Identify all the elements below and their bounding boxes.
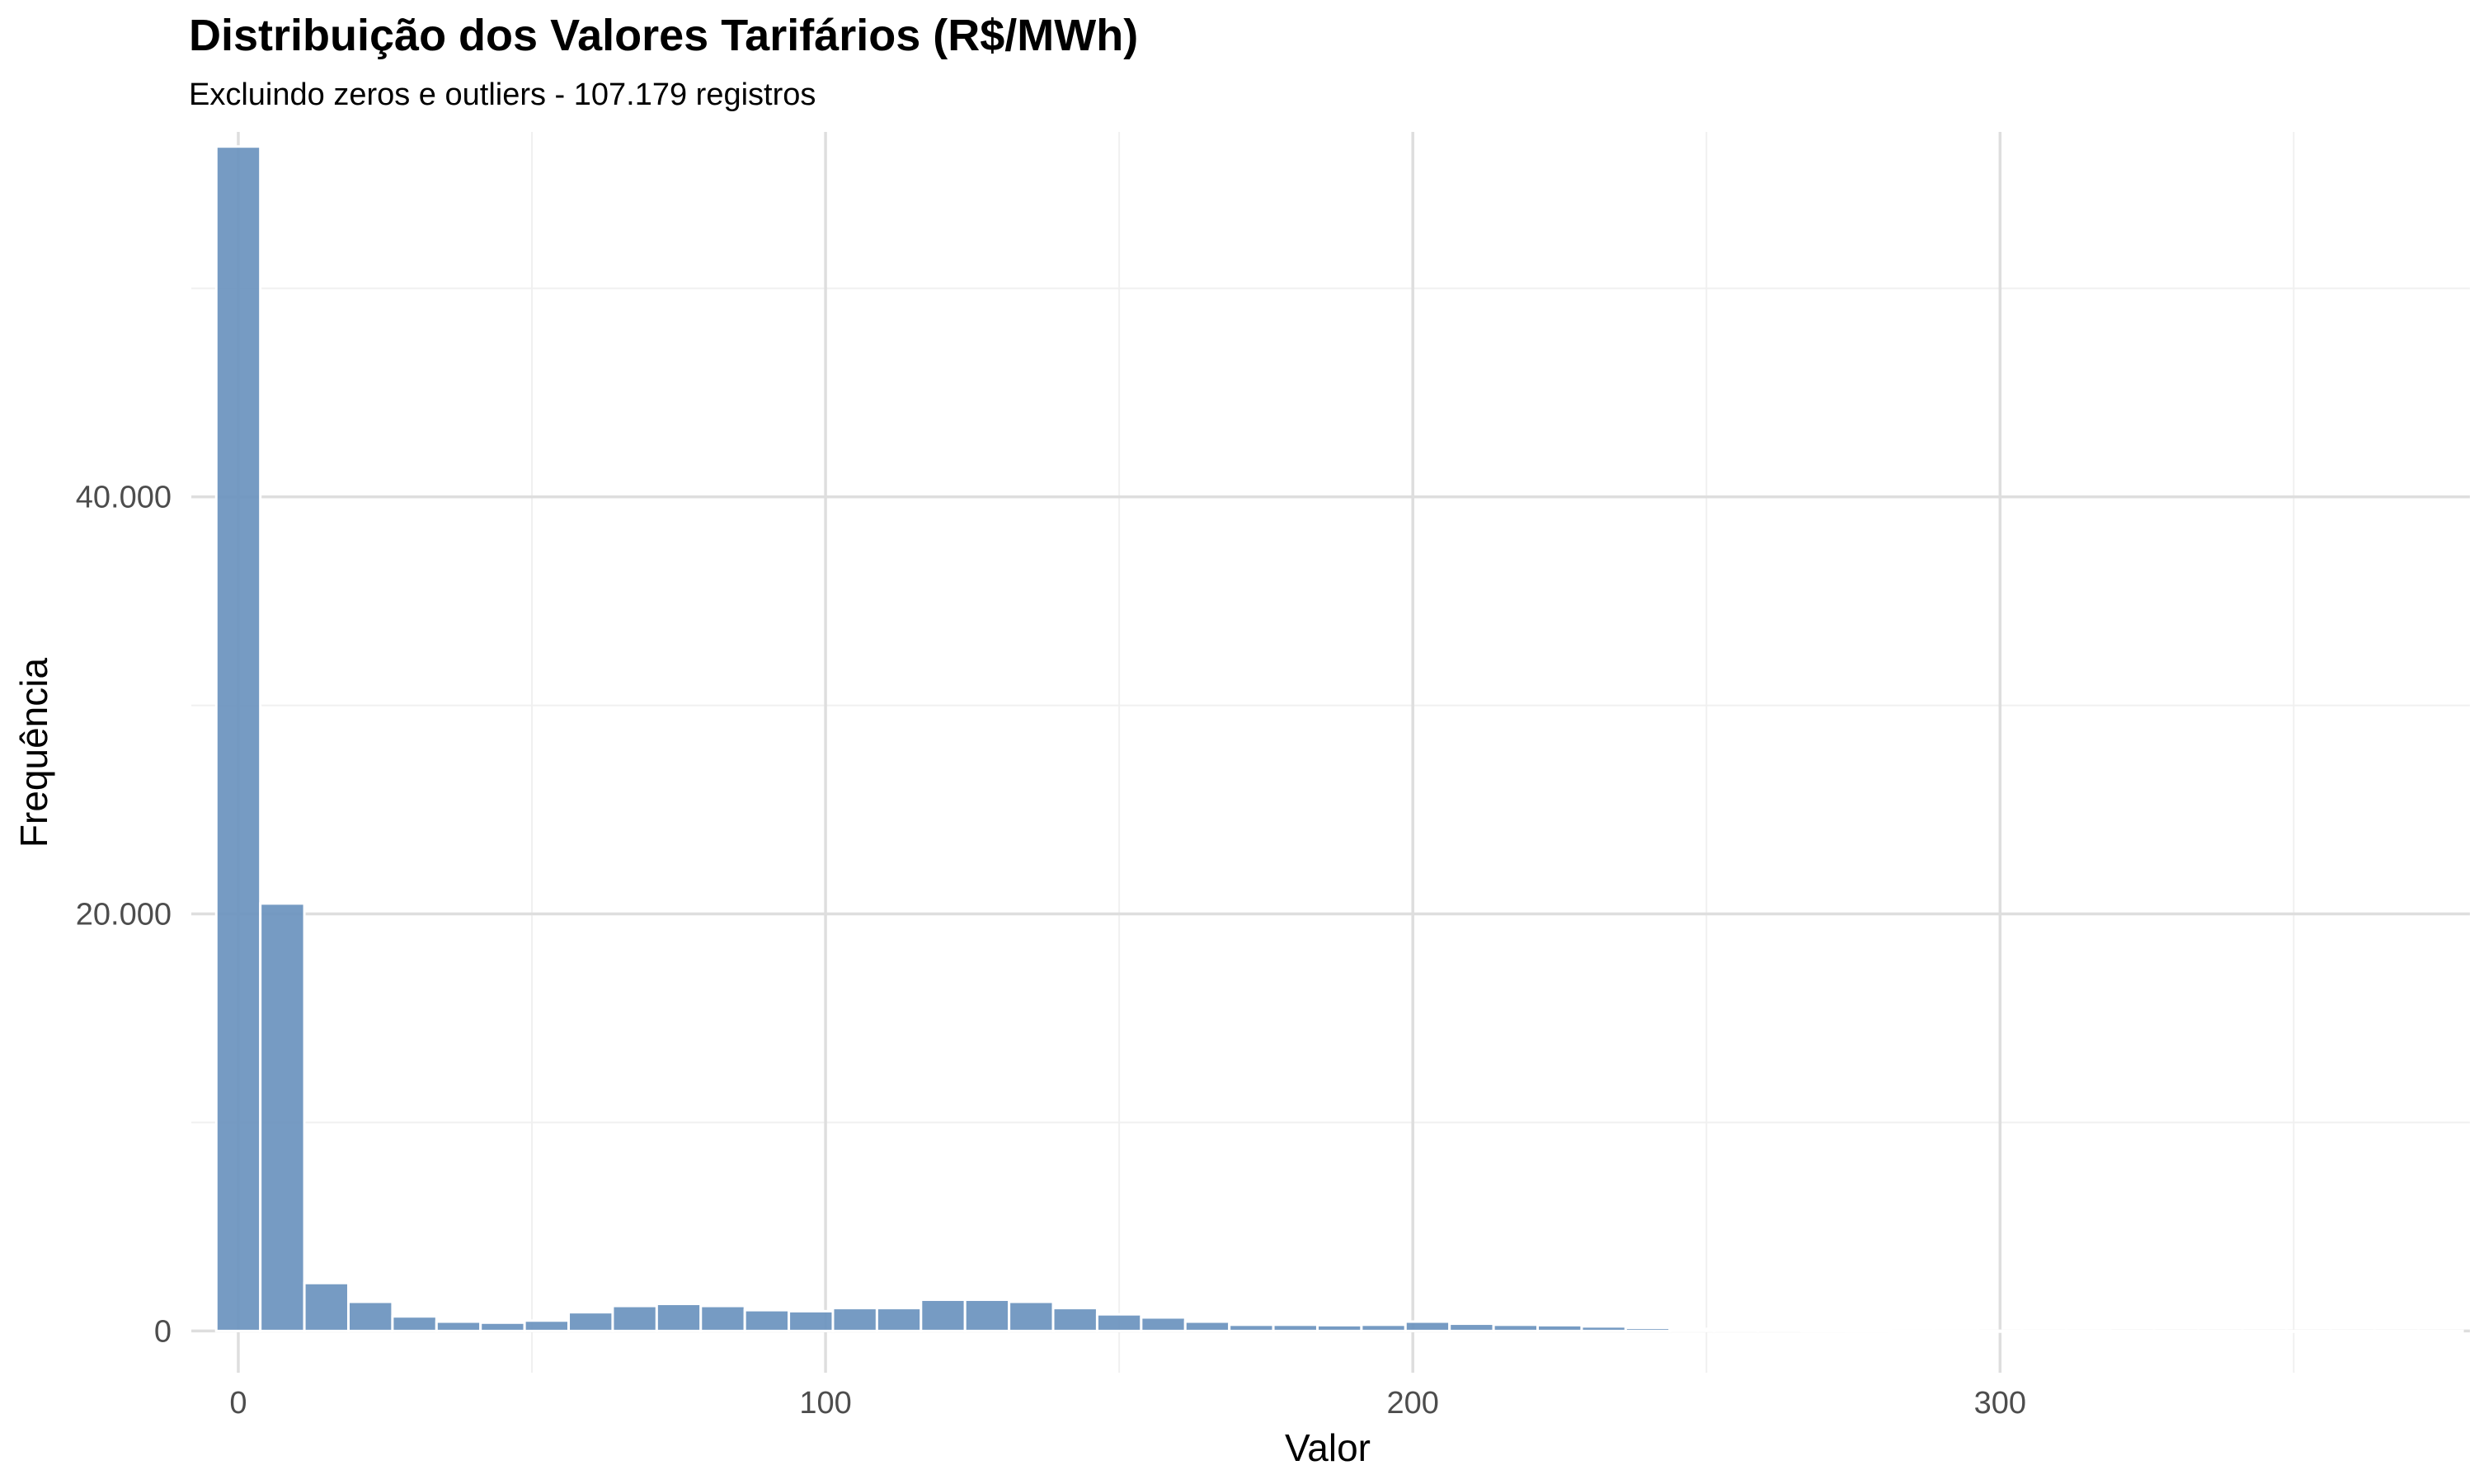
histogram-bar xyxy=(214,145,262,1332)
histogram-bar xyxy=(1712,1328,1760,1332)
histogram-bar xyxy=(875,1307,923,1332)
chart-subtitle: Excluindo zeros e outliers - 107.179 reg… xyxy=(189,77,816,112)
x-tick-label: 100 xyxy=(799,1386,851,1421)
histogram-bar xyxy=(1228,1323,1275,1332)
x-tick-label: 0 xyxy=(229,1386,247,1421)
histogram-bar xyxy=(1757,1328,1804,1332)
histogram-bar xyxy=(1580,1325,1627,1332)
histogram-bar xyxy=(655,1303,703,1332)
histogram-bar xyxy=(1140,1316,1187,1332)
y-axis-ticks: 0 20.000 40.000 xyxy=(76,481,172,1350)
histogram-bar xyxy=(391,1315,438,1332)
histogram-bar xyxy=(611,1304,658,1332)
histogram-bar xyxy=(920,1298,967,1332)
x-tick-label: 200 xyxy=(1386,1386,1438,1421)
histogram-bar xyxy=(1448,1322,1495,1332)
y-axis-title: Frequência xyxy=(12,658,55,848)
y-tick-label: 40.000 xyxy=(76,481,172,515)
histogram-bar xyxy=(567,1311,614,1332)
histogram-bar xyxy=(259,902,306,1332)
y-tick-label: 20.000 xyxy=(76,898,172,932)
histogram-bar xyxy=(743,1308,791,1332)
x-axis-ticks: 0 100 200 300 xyxy=(229,1386,2026,1421)
histogram-bar xyxy=(435,1320,482,1332)
histogram-bar xyxy=(1183,1320,1231,1332)
histogram-bar xyxy=(831,1307,878,1332)
histogram-bar xyxy=(303,1281,350,1332)
x-tick-label: 300 xyxy=(1974,1386,2026,1421)
histogram-bar xyxy=(1404,1320,1451,1332)
x-axis-title: Valor xyxy=(1285,1426,1371,1469)
histogram-bar xyxy=(1536,1323,1583,1332)
histogram-bar xyxy=(1624,1327,1672,1332)
histogram-bar xyxy=(479,1321,526,1332)
histogram-bar xyxy=(1008,1300,1055,1332)
chart-title: Distribuição dos Valores Tarifários (R$/… xyxy=(189,11,1139,60)
histogram-bars xyxy=(214,145,2464,1333)
histogram-bar xyxy=(523,1319,571,1332)
histogram-bar xyxy=(1315,1323,1363,1332)
histogram-bar xyxy=(788,1309,835,1332)
histogram-bar xyxy=(1360,1323,1407,1332)
y-tick-label: 0 xyxy=(154,1314,172,1349)
histogram-bar xyxy=(346,1300,394,1332)
histogram-bar xyxy=(699,1304,746,1332)
histogram-bar xyxy=(1272,1323,1319,1332)
grid-lines xyxy=(191,132,2470,1373)
histogram-bar xyxy=(1492,1323,1540,1332)
histogram-bar xyxy=(963,1298,1011,1332)
histogram-bar xyxy=(1668,1327,1715,1332)
histogram-bar xyxy=(1051,1307,1098,1332)
histogram-bar xyxy=(1095,1313,1143,1332)
